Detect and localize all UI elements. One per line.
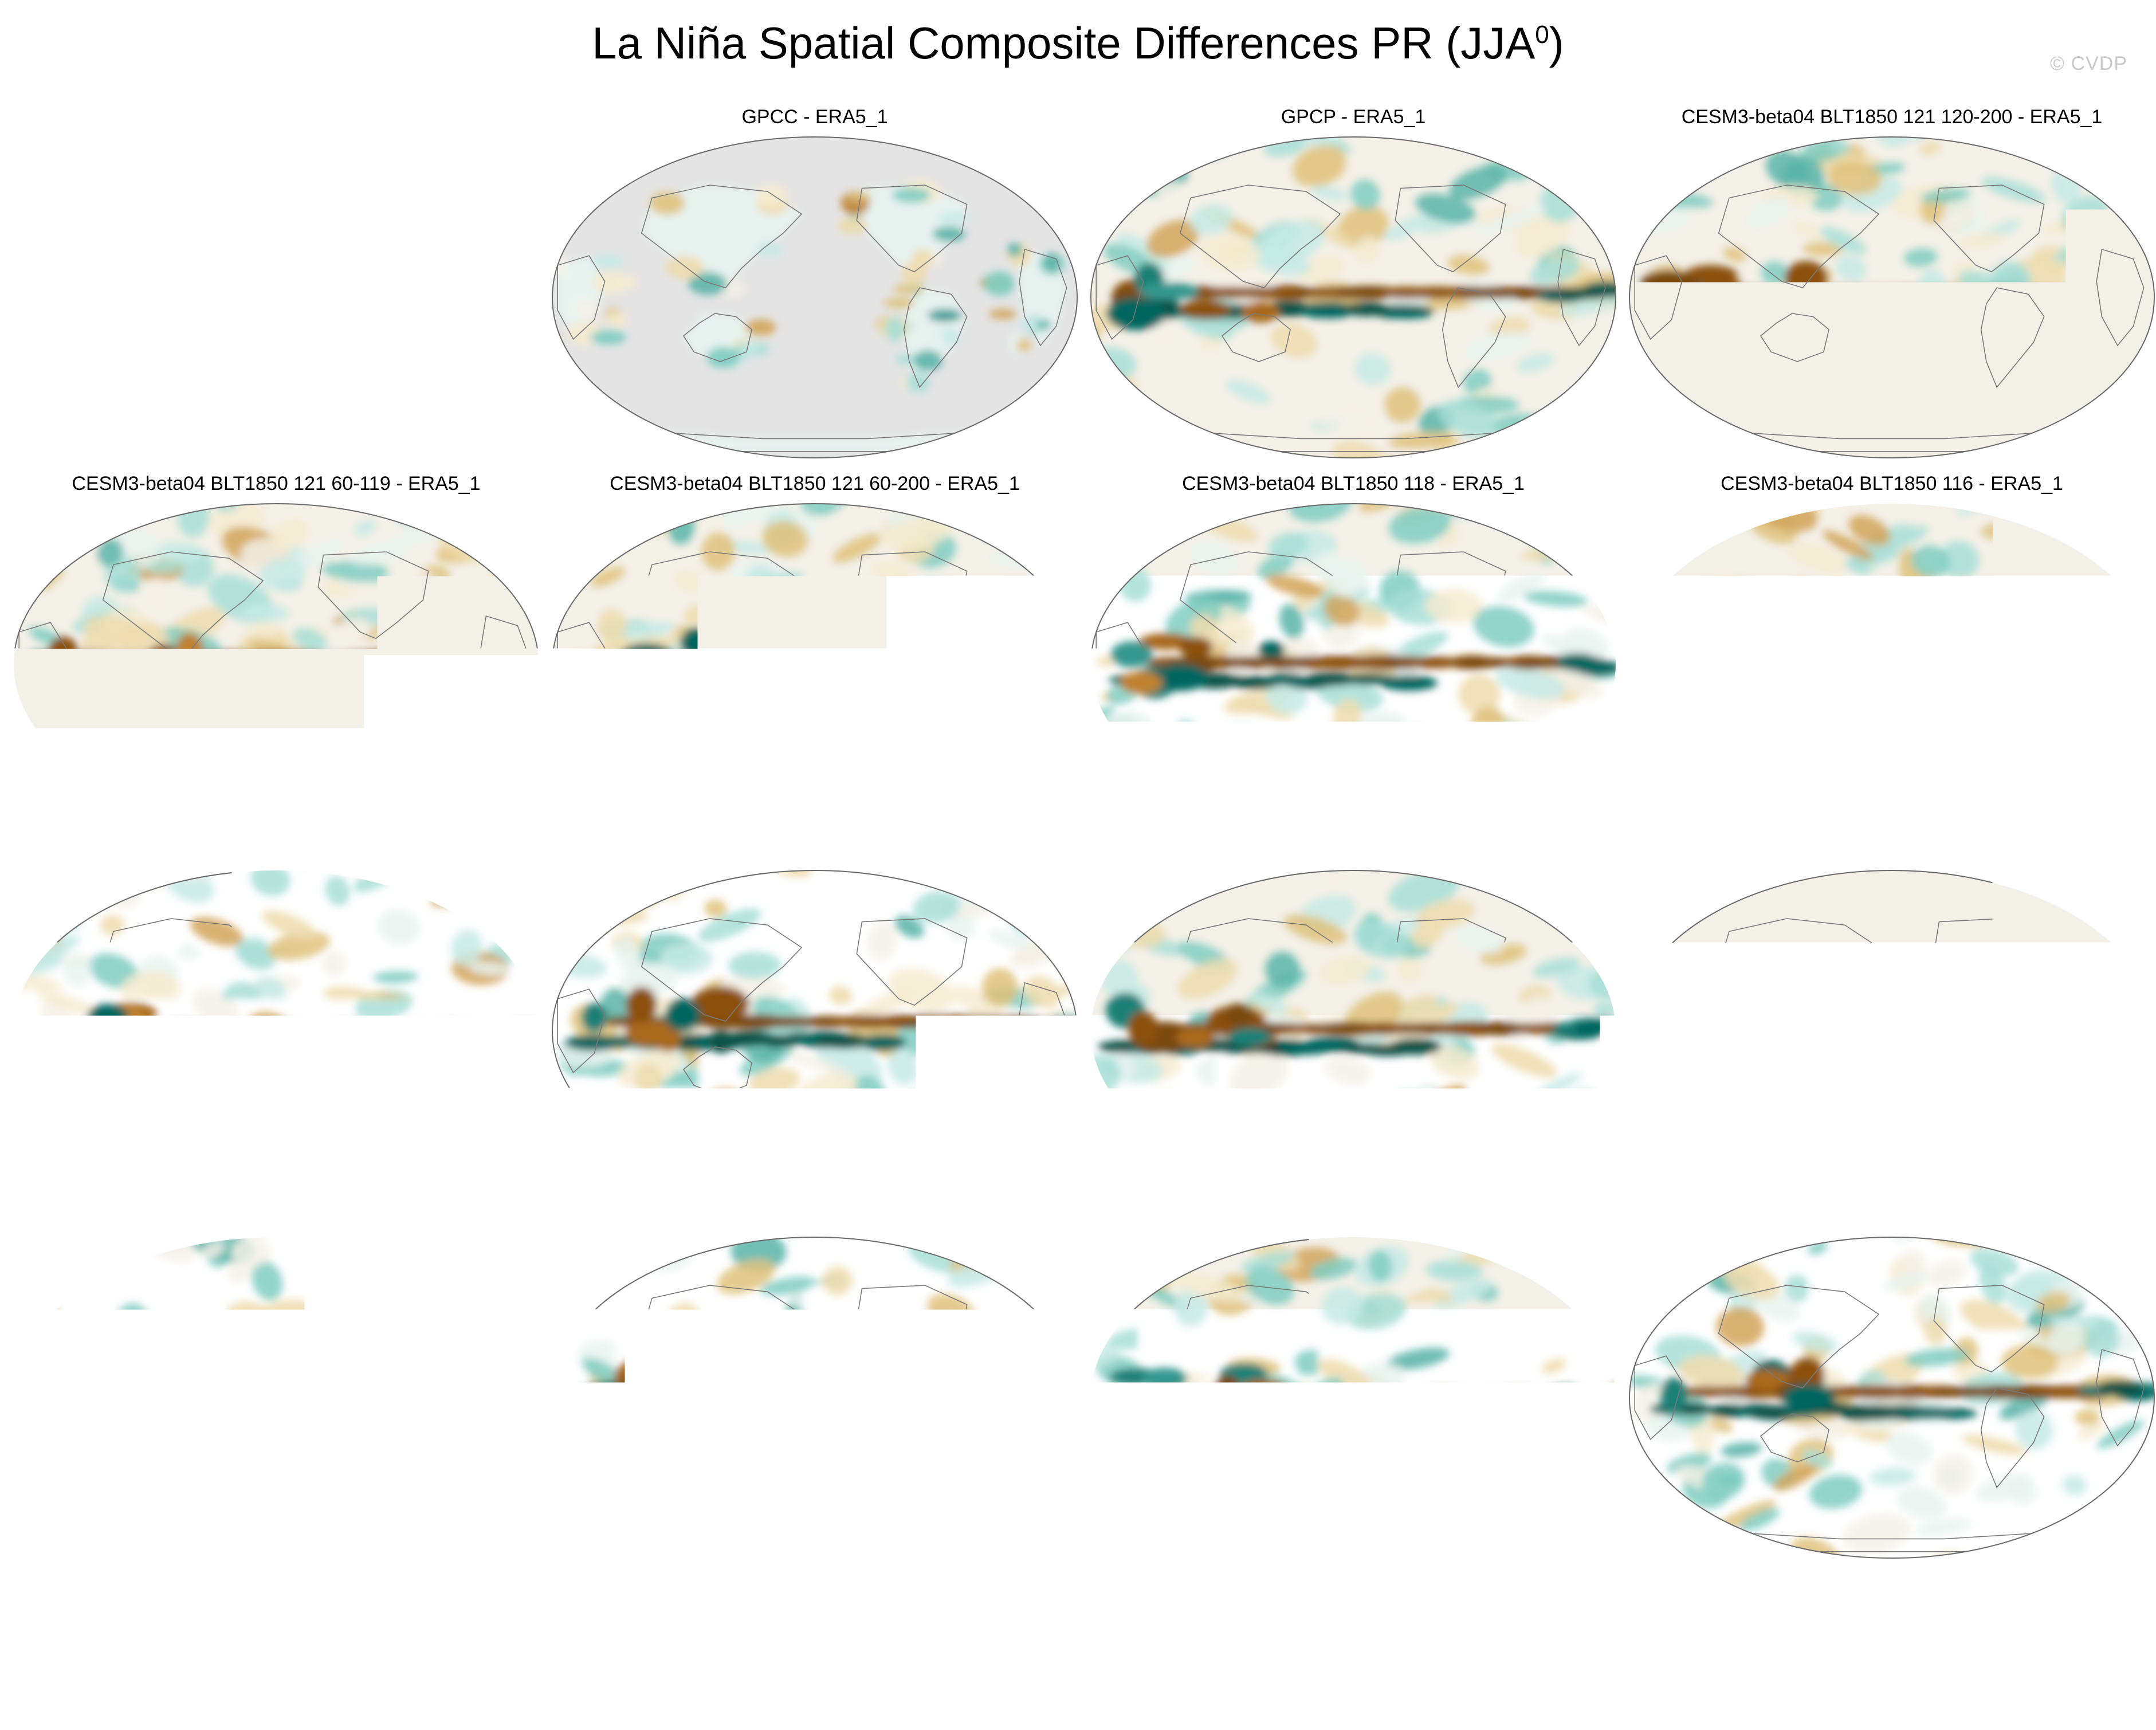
colorbar-tick-label: .75 xyxy=(1333,1636,1380,1674)
world-map xyxy=(13,869,540,1193)
world-map xyxy=(551,136,1078,460)
colorbar-tick-label: -2 xyxy=(648,1636,678,1674)
colorbar-segment xyxy=(1148,1597,1218,1628)
colorbar-segment xyxy=(802,1597,871,1628)
panel-title: CESM2 piControl C - ERA5_1 xyxy=(551,1206,1078,1229)
panel-title: CESM3-beta02 BLT1850 109 - ERA5_1 xyxy=(551,839,1078,862)
map-panel: CESM2 piControl D - ERA5_1 xyxy=(13,1206,540,1562)
map-panel: CESM2 piControl B - ERA5_1 xyxy=(1090,1206,1617,1562)
world-map xyxy=(1628,503,2155,826)
panel-title: CESM3-beta04 BLT1850 118 - ERA5_1 xyxy=(1090,473,1617,495)
colorbar-tick-label: -3 xyxy=(579,1636,608,1674)
colorbar-labels: -5 -4 -3 -2 -1 -.75 -.5 -.25 -.1 0 .1 .25 .5 .75 1 2 3 4 5 xyxy=(0,1636,2156,1676)
colorbar-segment xyxy=(1703,1597,1773,1628)
colorbar xyxy=(385,1596,1773,1630)
map-panel: CESM2 piControl E - ERA5_1 xyxy=(1628,839,2155,1195)
colorbar-tick-label: -.25 xyxy=(912,1636,969,1674)
figure-title-close: ) xyxy=(1549,18,1564,68)
colorbar-segment xyxy=(524,1597,593,1628)
colorbar-tick-label: 2 xyxy=(1486,1636,1504,1674)
panel-title: CESM2 piControl D - ERA5_1 xyxy=(13,1206,540,1229)
map-panel: CESM2 piControl A - ERA5_1 xyxy=(1628,1206,2155,1562)
world-map xyxy=(1628,869,2155,1193)
colorbar-segment xyxy=(1218,1597,1287,1628)
colorbar-segment xyxy=(385,1597,454,1628)
map-panel: CESM3-alpha03d BLT1850 112 - ERA5_1 xyxy=(13,839,540,1195)
colorbar-tick-label: .1 xyxy=(1134,1636,1162,1674)
world-map xyxy=(1628,1236,2155,1560)
colorbar-segment xyxy=(1079,1597,1148,1628)
colorbar-segment xyxy=(732,1597,802,1628)
colorbar-segment xyxy=(1287,1597,1356,1628)
colorbar-tick-label: -.5 xyxy=(851,1636,890,1674)
world-map xyxy=(551,503,1078,826)
colorbar-tick-label: 1 xyxy=(1416,1636,1435,1674)
colorbar-segment xyxy=(1495,1597,1565,1628)
map-panel: GPCP - ERA5_1 xyxy=(1090,106,1617,461)
colorbar-tick-label: 3 xyxy=(1556,1636,1574,1674)
world-map xyxy=(13,503,540,826)
colorbar-tick-label: .5 xyxy=(1273,1636,1301,1674)
colorbar-tick-label: -1 xyxy=(717,1636,747,1674)
world-map xyxy=(551,869,1078,1193)
panel-title: GPCC - ERA5_1 xyxy=(551,106,1078,128)
colorbar-segment xyxy=(593,1597,662,1628)
panel-title: CESM3-beta02 BLT1850 104 - ERA5_1 xyxy=(1090,839,1617,862)
cvdp-watermark: © CVDP xyxy=(2050,53,2127,75)
colorbar-segment xyxy=(1426,1597,1495,1628)
colorbar-tick-label: -4 xyxy=(509,1636,539,1674)
colorbar-tick-label: 0 xyxy=(1070,1636,1088,1674)
world-map xyxy=(1090,869,1617,1193)
colorbar-segment xyxy=(871,1597,940,1628)
colorbar-segment xyxy=(454,1597,524,1628)
panel-title: CESM3-beta04 BLT1850 121 60-200 - ERA5_1 xyxy=(551,473,1078,495)
figure-title-main: La Niña Spatial Composite Differences PR… xyxy=(592,18,1535,68)
map-panel: CESM3-beta04 BLT1850 118 - ERA5_1 xyxy=(1090,473,1617,828)
panel-title: CESM2 piControl B - ERA5_1 xyxy=(1090,1206,1617,1229)
colorbar-segment xyxy=(1356,1597,1425,1628)
figure-title-sup: 0 xyxy=(1535,21,1549,49)
panel-title: CESM2 piControl A - ERA5_1 xyxy=(1628,1206,2155,1229)
panel-title: CESM2 piControl E - ERA5_1 xyxy=(1628,839,2155,862)
panel-title: CESM3-alpha03d BLT1850 112 - ERA5_1 xyxy=(13,839,540,862)
colorbar-tick-label: 5 xyxy=(1694,1636,1713,1674)
map-panel: CESM3-beta04 BLT1850 121 60-200 - ERA5_1 xyxy=(551,473,1078,828)
map-panel: CESM3-beta02 BLT1850 104 - ERA5_1 xyxy=(1090,839,1617,1195)
colorbar-segment xyxy=(1634,1597,1703,1628)
world-map xyxy=(551,1236,1078,1560)
colorbar-tick-label: -5 xyxy=(439,1636,469,1674)
map-panel: CESM3-beta02 BLT1850 109 - ERA5_1 xyxy=(551,839,1078,1195)
panel-title: CESM3-beta04 BLT1850 121 120-200 - ERA5_… xyxy=(1628,106,2155,128)
world-map xyxy=(1090,503,1617,826)
map-panel: CESM3-beta04 BLT1850 121 60-119 - ERA5_1 xyxy=(13,473,540,828)
map-panel: CESM3-beta04 BLT1850 121 120-200 - ERA5_… xyxy=(1628,106,2155,461)
figure-title: La Niña Spatial Composite Differences PR… xyxy=(0,17,2156,69)
map-panel: CESM3-beta04 BLT1850 116 - ERA5_1 xyxy=(1628,473,2155,828)
world-map xyxy=(1628,136,2155,460)
map-panel: CESM2 piControl C - ERA5_1 xyxy=(551,1206,1078,1562)
world-map xyxy=(1090,1236,1617,1560)
panel-title: GPCP - ERA5_1 xyxy=(1090,106,1617,128)
colorbar-tick-label: 4 xyxy=(1625,1636,1643,1674)
colorbar-tick-label: .25 xyxy=(1195,1636,1241,1674)
panel-title: CESM3-beta04 BLT1850 121 60-119 - ERA5_1 xyxy=(13,473,540,495)
colorbar-units: mm/day xyxy=(0,1672,2156,1712)
world-map xyxy=(13,1236,540,1560)
colorbar-tick-label: -.75 xyxy=(773,1636,830,1674)
panel-title: CESM3-beta04 BLT1850 116 - ERA5_1 xyxy=(1628,473,2155,495)
colorbar-segment xyxy=(940,1597,1010,1628)
world-map xyxy=(1090,136,1617,460)
colorbar-segment xyxy=(662,1597,732,1628)
colorbar-segment xyxy=(1010,1597,1079,1628)
colorbar-segment xyxy=(1565,1597,1634,1628)
colorbar-tick-label: -.1 xyxy=(990,1636,1029,1674)
map-panel: GPCC - ERA5_1 xyxy=(551,106,1078,461)
